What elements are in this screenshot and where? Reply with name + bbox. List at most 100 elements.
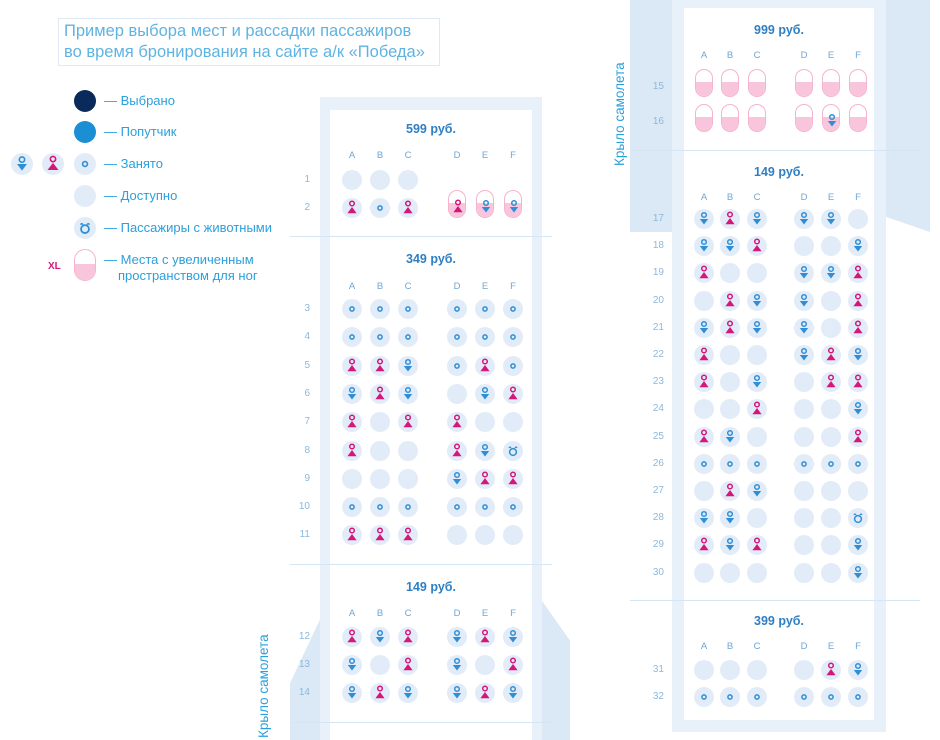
seat-16d[interactable] <box>795 104 813 132</box>
seat-13e[interactable] <box>475 655 495 675</box>
seat-29c <box>747 535 767 556</box>
row-number: 18 <box>652 240 664 252</box>
seat-22b[interactable] <box>720 345 740 365</box>
seat-4b <box>370 327 390 348</box>
column-letter-d: D <box>453 281 461 292</box>
seat-15f[interactable] <box>849 69 867 97</box>
right-fuselage-interior <box>684 8 874 720</box>
seat-8e <box>475 440 495 461</box>
seat-7c <box>398 412 418 433</box>
column-letter-d: D <box>800 50 808 61</box>
seat-15b[interactable] <box>721 69 739 97</box>
left-wing-label: Крыло самолета <box>256 634 271 738</box>
row-number: 5 <box>304 359 310 371</box>
column-letter-a: A <box>700 641 708 652</box>
seat-8c[interactable] <box>398 440 418 461</box>
seat-11c <box>398 525 418 546</box>
seat-28d[interactable] <box>794 508 814 529</box>
seat-8b[interactable] <box>370 440 390 461</box>
seat-24e[interactable] <box>821 399 841 420</box>
column-letter-b: B <box>376 608 384 619</box>
seat-9b[interactable] <box>370 468 390 489</box>
seat-15c[interactable] <box>748 69 766 97</box>
seat-24b[interactable] <box>720 399 740 420</box>
seat-13b[interactable] <box>370 655 390 675</box>
seat-1a[interactable] <box>342 170 362 190</box>
seat-19c[interactable] <box>747 263 767 284</box>
seat-16f[interactable] <box>849 104 867 132</box>
xl-legroom-fill <box>749 117 765 131</box>
seat-11d[interactable] <box>447 525 467 546</box>
seat-15e[interactable] <box>822 69 840 97</box>
seat-27d[interactable] <box>794 481 814 501</box>
seat-27f[interactable] <box>848 481 868 501</box>
section-price: 149 руб. <box>754 165 804 179</box>
seat-20a[interactable] <box>694 290 714 311</box>
seat-11f[interactable] <box>503 525 523 546</box>
seat-15d[interactable] <box>795 69 813 97</box>
seat-20f <box>848 290 868 311</box>
seat-12a <box>342 627 362 647</box>
seat-25d[interactable] <box>794 426 814 447</box>
seat-19b[interactable] <box>720 263 740 284</box>
seat-30e[interactable] <box>821 562 841 583</box>
seat-9a[interactable] <box>342 468 362 489</box>
xl-legroom-fill <box>796 117 812 131</box>
seat-18a <box>694 236 714 257</box>
seat-18e[interactable] <box>821 236 841 257</box>
seat-30b[interactable] <box>720 562 740 583</box>
column-letter-d: D <box>800 192 808 203</box>
seat-20e[interactable] <box>821 290 841 311</box>
seat-24d[interactable] <box>794 399 814 420</box>
seat-17c <box>747 209 767 229</box>
seat-27b <box>720 481 740 501</box>
seat-27e[interactable] <box>821 481 841 501</box>
seat-7e[interactable] <box>475 412 495 433</box>
seat-19e <box>821 263 841 284</box>
seat-29e[interactable] <box>821 535 841 556</box>
seat-18d[interactable] <box>794 236 814 257</box>
seat-21e[interactable] <box>821 317 841 338</box>
seat-30c[interactable] <box>747 562 767 583</box>
seat-1b[interactable] <box>370 170 390 190</box>
seat-16c[interactable] <box>748 104 766 132</box>
seat-17a <box>694 209 714 229</box>
seat-29d[interactable] <box>794 535 814 556</box>
seat-25c[interactable] <box>747 426 767 447</box>
seat-15a[interactable] <box>695 69 713 97</box>
seat-16a[interactable] <box>695 104 713 132</box>
seat-31c[interactable] <box>747 660 767 680</box>
seat-6c <box>398 383 418 404</box>
seat-23c <box>747 372 767 393</box>
seat-16b[interactable] <box>721 104 739 132</box>
seat-27a[interactable] <box>694 481 714 501</box>
seat-9c[interactable] <box>398 468 418 489</box>
seat-31d[interactable] <box>794 660 814 680</box>
seat-7f[interactable] <box>503 412 523 433</box>
seat-6d[interactable] <box>447 383 467 404</box>
seat-28b <box>720 508 740 529</box>
seat-30a[interactable] <box>694 562 714 583</box>
title-line-1: Пример выбора мест и рассадки пассажиров <box>64 22 412 40</box>
seat-4d <box>447 327 467 348</box>
seat-23d[interactable] <box>794 372 814 393</box>
seat-22c[interactable] <box>747 345 767 365</box>
seat-32c <box>747 687 767 707</box>
seat-18f <box>848 236 868 257</box>
seat-28c[interactable] <box>747 508 767 529</box>
seat-22a <box>694 345 714 365</box>
seat-28e[interactable] <box>821 508 841 529</box>
seat-24a[interactable] <box>694 399 714 420</box>
column-letter-a: A <box>348 608 356 619</box>
seat-31a[interactable] <box>694 660 714 680</box>
row-number: 26 <box>652 457 664 469</box>
seat-1c[interactable] <box>398 170 418 190</box>
column-letter-f: F <box>855 641 861 652</box>
seat-7b[interactable] <box>370 412 390 433</box>
seat-23b[interactable] <box>720 372 740 393</box>
seat-25e[interactable] <box>821 426 841 447</box>
seat-30d[interactable] <box>794 562 814 583</box>
seat-17f[interactable] <box>848 209 868 229</box>
seat-11e[interactable] <box>475 525 495 546</box>
seat-31b[interactable] <box>720 660 740 680</box>
